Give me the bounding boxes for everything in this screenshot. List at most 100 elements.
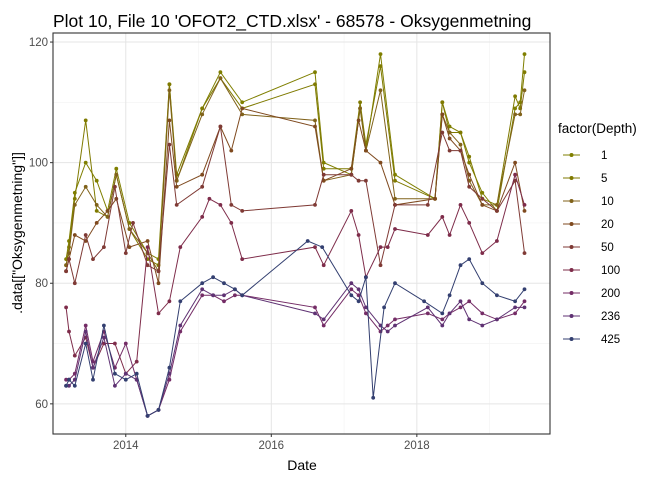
data-point-200 (349, 287, 354, 292)
data-point-20 (378, 160, 383, 165)
data-point-50 (393, 203, 397, 207)
legend-key-point (569, 222, 574, 226)
data-point-5 (321, 166, 326, 171)
data-point-100 (440, 215, 445, 219)
data-point-100 (64, 305, 68, 310)
data-point-20 (433, 196, 437, 201)
data-point-425 (240, 293, 245, 298)
data-point-5 (358, 100, 362, 105)
legend-item-236: 236 (563, 311, 620, 323)
data-point-50 (440, 130, 445, 135)
data-point-20 (447, 136, 452, 141)
legend-item-20: 20 (563, 219, 614, 231)
data-point-100 (480, 251, 485, 256)
x-tick-label: 2018 (404, 440, 430, 452)
data-point-50 (349, 172, 354, 177)
data-point-200 (356, 293, 361, 298)
legend-label: 10 (601, 196, 614, 208)
data-point-425 (349, 293, 354, 298)
legend-label: 425 (601, 334, 620, 346)
data-point-100 (378, 245, 383, 250)
data-point-5 (393, 178, 397, 183)
legend-item-200: 200 (563, 288, 620, 300)
data-point-236 (102, 335, 106, 340)
data-point-1 (513, 106, 517, 111)
data-point-200 (513, 311, 517, 316)
x-axis-title: Date (287, 457, 317, 473)
data-point-100 (207, 196, 212, 201)
data-point-50 (113, 184, 117, 189)
data-point-50 (72, 281, 77, 286)
legend: 1 5 10 20 50 100 200 236 425 (563, 150, 620, 346)
data-point-236 (440, 323, 445, 328)
data-point-5 (467, 154, 472, 159)
data-point-236 (522, 305, 527, 310)
data-point-20 (480, 203, 485, 207)
data-point-5 (458, 130, 463, 135)
data-point-100 (522, 203, 527, 207)
data-point-50 (356, 178, 361, 183)
data-point-425 (178, 299, 183, 304)
data-point-1 (522, 52, 527, 56)
legend-title: factor(Depth) (558, 121, 637, 136)
data-point-100 (349, 209, 354, 213)
data-point-1 (240, 100, 245, 105)
data-point-236 (123, 371, 128, 376)
data-point-425 (156, 408, 161, 412)
data-point-236 (349, 281, 354, 286)
data-point-425 (440, 311, 445, 316)
data-point-50 (131, 221, 135, 225)
y-tick-label: 100 (29, 158, 48, 170)
data-point-10 (447, 130, 452, 135)
chart-title: Plot 10, File 10 'OFOT2_CTD.xlsx' - 6857… (53, 11, 531, 32)
legend-label: 236 (601, 311, 620, 323)
data-point-10 (174, 178, 179, 183)
data-point-10 (200, 112, 205, 117)
data-point-20 (229, 148, 234, 153)
data-point-200 (522, 299, 527, 304)
data-point-20 (156, 281, 161, 286)
data-point-100 (178, 245, 183, 250)
data-point-236 (480, 323, 485, 328)
y-tick-label: 60 (35, 399, 48, 411)
data-point-100 (167, 299, 172, 304)
legend-label: 20 (601, 219, 614, 231)
data-point-5 (440, 100, 445, 105)
data-point-100 (240, 257, 245, 261)
data-point-100 (495, 239, 499, 243)
data-point-20 (167, 118, 172, 123)
data-point-425 (422, 299, 426, 304)
data-point-5 (83, 118, 88, 123)
y-axis-title: .data[["Oksygenmetning"]] (9, 152, 25, 314)
data-point-10 (458, 142, 463, 147)
data-point-236 (321, 317, 326, 322)
data-point-425 (447, 293, 452, 298)
data-point-1 (480, 190, 485, 195)
data-point-5 (313, 82, 317, 87)
data-point-10 (495, 203, 499, 207)
data-point-425 (72, 383, 77, 388)
data-point-236 (313, 311, 317, 316)
data-point-425 (91, 377, 95, 382)
data-point-236 (458, 299, 463, 304)
data-point-50 (156, 269, 161, 274)
legend-label: 5 (601, 173, 607, 185)
data-point-20 (522, 209, 527, 213)
data-point-425 (123, 377, 128, 382)
data-point-236 (178, 323, 183, 328)
data-point-50 (83, 233, 88, 237)
data-point-236 (211, 293, 216, 298)
data-point-236 (447, 311, 452, 316)
legend-item-5: 5 (563, 173, 607, 185)
data-point-100 (513, 172, 517, 177)
data-point-236 (364, 305, 368, 310)
data-point-425 (200, 281, 205, 286)
data-point-200 (222, 299, 226, 304)
data-point-5 (378, 64, 383, 69)
data-point-20 (313, 124, 317, 129)
data-point-50 (64, 269, 68, 274)
data-point-200 (440, 317, 445, 322)
data-point-1 (218, 70, 223, 75)
data-point-425 (467, 257, 472, 261)
